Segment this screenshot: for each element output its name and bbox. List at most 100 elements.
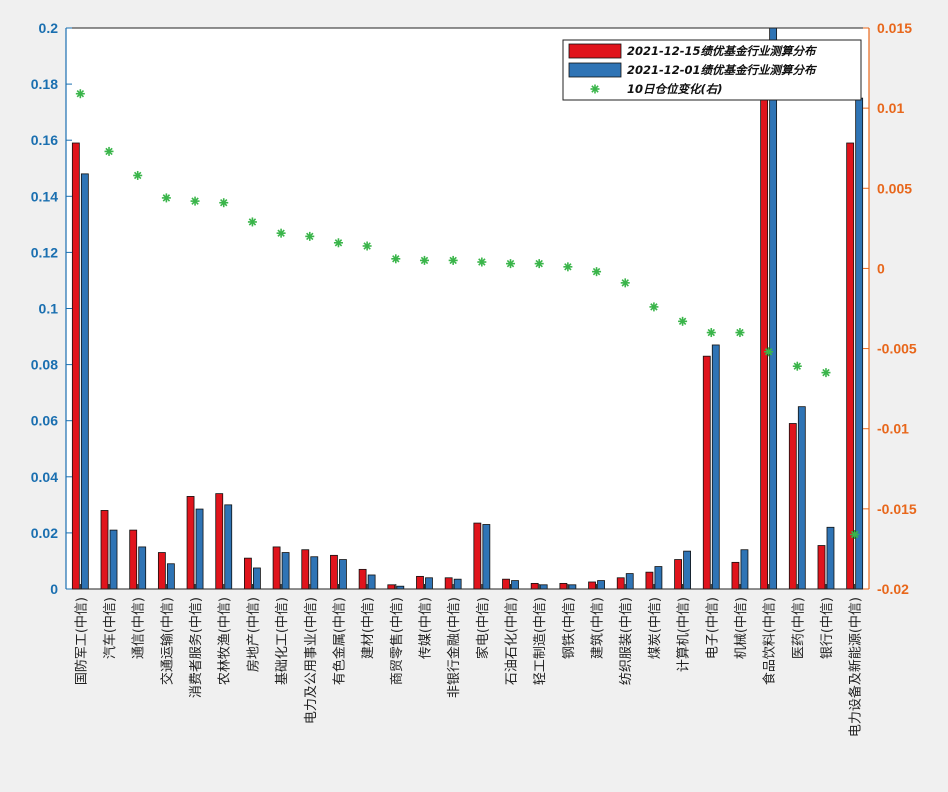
right-tick-label-1: -0.015 [877, 501, 917, 517]
legend-label-0: 2021-12-15绩优基金行业测算分布 [627, 44, 818, 58]
x-tick-label-1: 汽车(中信) [102, 597, 118, 659]
point-stroke-d2 [191, 197, 199, 205]
x-tick-label-10: 建材(中信) [361, 597, 376, 659]
bar-2021-12-15-3 [157, 552, 166, 589]
bar-2021-12-15-1 [100, 510, 109, 589]
point-position-change-20 [649, 302, 659, 312]
bar-2021-12-15-7 [272, 546, 281, 589]
bar-2021-12-15-2 [129, 529, 138, 589]
point-position-change-10 [362, 241, 372, 251]
point-position-change-14 [477, 257, 487, 267]
bar-2021-12-01-12 [425, 577, 433, 589]
x-tick-label-25: 医药(中信) [791, 597, 806, 659]
bar-2021-12-15-27 [846, 142, 855, 589]
bar-2021-12-15-5 [215, 493, 224, 589]
bar-2021-12-01-8 [310, 556, 319, 589]
point-stroke-d2 [621, 279, 629, 287]
left-tick-label-9: 0.18 [31, 76, 58, 92]
point-position-change-12 [419, 255, 429, 265]
left-tick-label-4: 0.08 [31, 357, 58, 373]
point-position-change-5 [219, 198, 229, 208]
point-position-change-22 [706, 328, 716, 338]
point-position-change-1 [104, 146, 114, 156]
point-stroke-d2 [306, 232, 314, 241]
point-stroke-d2 [420, 256, 429, 265]
bar-2021-12-15-4 [186, 496, 195, 589]
point-position-change-0 [75, 89, 85, 99]
right-tick-label-4: 0 [877, 260, 885, 276]
x-tick-label-26: 银行(中信) [820, 597, 835, 659]
bar-2021-12-15-25 [788, 423, 797, 589]
left-tick-label-8: 0.16 [31, 132, 58, 148]
point-stroke-d2 [736, 328, 744, 337]
point-stroke-d2 [133, 171, 142, 180]
point-position-change-17 [563, 262, 573, 272]
x-tick-label-18: 建筑(中信) [590, 597, 606, 659]
x-tick-label-19: 纺织服装(中信) [619, 597, 634, 685]
x-tick-label-4: 消费者服务(中信) [188, 597, 204, 698]
point-position-change-24 [764, 347, 774, 357]
point-stroke-d2 [564, 263, 572, 271]
right-tick-label-2: -0.01 [877, 421, 909, 437]
point-stroke-d2 [162, 194, 171, 202]
bar-2021-12-01-18 [597, 580, 605, 589]
bars-layer [71, 28, 864, 589]
point-stroke-d2 [506, 259, 515, 268]
bar-2021-12-01-9 [339, 559, 347, 589]
bar-2021-12-01-22 [711, 344, 720, 589]
legend-marker-d2 [591, 85, 599, 93]
bar-2021-12-01-5 [224, 504, 233, 589]
point-position-change-9 [333, 238, 343, 248]
point-position-change-25 [792, 361, 802, 371]
bar-2021-12-01-7 [281, 552, 290, 589]
x-tick-label-9: 有色金属(中信) [331, 597, 347, 685]
bar-2021-12-01-19 [625, 573, 634, 589]
point-position-change-18 [592, 267, 602, 277]
x-tick-label-17: 钢铁(中信) [562, 597, 577, 659]
bar-2021-12-01-14 [482, 524, 491, 589]
legend-label-2: 10日仓位变化(右) [627, 82, 723, 96]
left-tick-label-10: 0.2 [39, 20, 59, 36]
right-tick-label-6: 0.01 [877, 100, 904, 116]
x-tick-label-23: 机械(中信) [734, 597, 749, 659]
left-tick-label-3: 0.06 [31, 413, 58, 429]
x-tick-label-14: 家电(中信) [475, 597, 491, 659]
bar-2021-12-15-15 [502, 578, 510, 589]
x-tick-label-11: 商贸零售(中信) [389, 597, 405, 685]
left-tick-label-0: 0 [50, 581, 58, 597]
point-stroke-d2 [592, 267, 601, 276]
point-stroke-d2 [850, 530, 859, 539]
point-stroke-d2 [105, 147, 113, 156]
bar-2021-12-01-3 [166, 563, 175, 589]
bar-2021-12-01-2 [138, 546, 147, 589]
left-tick-label-5: 0.1 [39, 301, 59, 317]
point-position-change-27 [850, 530, 860, 540]
bar-2021-12-01-10 [367, 574, 376, 589]
point-stroke-d2 [678, 317, 687, 326]
x-tick-label-16: 轻工制造(中信) [533, 597, 548, 685]
bar-2021-12-01-11 [396, 585, 405, 589]
bar-2021-12-01-20 [654, 566, 663, 589]
legend: 2021-12-15绩优基金行业测算分布 2021-12-01绩优基金行业测算分布… [562, 39, 862, 101]
bar-2021-12-01-6 [253, 567, 261, 589]
bar-2021-12-15-8 [301, 549, 310, 589]
bar-2021-12-01-15 [511, 580, 519, 589]
points-layer [75, 89, 860, 540]
point-position-change-15 [506, 259, 516, 269]
bar-2021-12-15-11 [387, 584, 396, 589]
bar-2021-12-15-22 [702, 355, 711, 589]
x-tick-label-12: 传媒(中信) [418, 597, 433, 659]
point-stroke-d2 [248, 218, 257, 226]
point-stroke-d2 [449, 256, 457, 265]
point-stroke-d2 [220, 198, 228, 207]
legend-marker-2 [590, 84, 600, 94]
point-position-change-4 [190, 196, 200, 206]
bar-2021-12-15-17 [559, 582, 568, 589]
bar-2021-12-15-26 [817, 545, 826, 589]
point-stroke-d2 [392, 255, 400, 263]
left-tick-label-7: 0.14 [31, 188, 58, 204]
x-tick-label-5: 农林牧渔(中信) [218, 597, 233, 685]
point-position-change-19 [620, 278, 630, 288]
